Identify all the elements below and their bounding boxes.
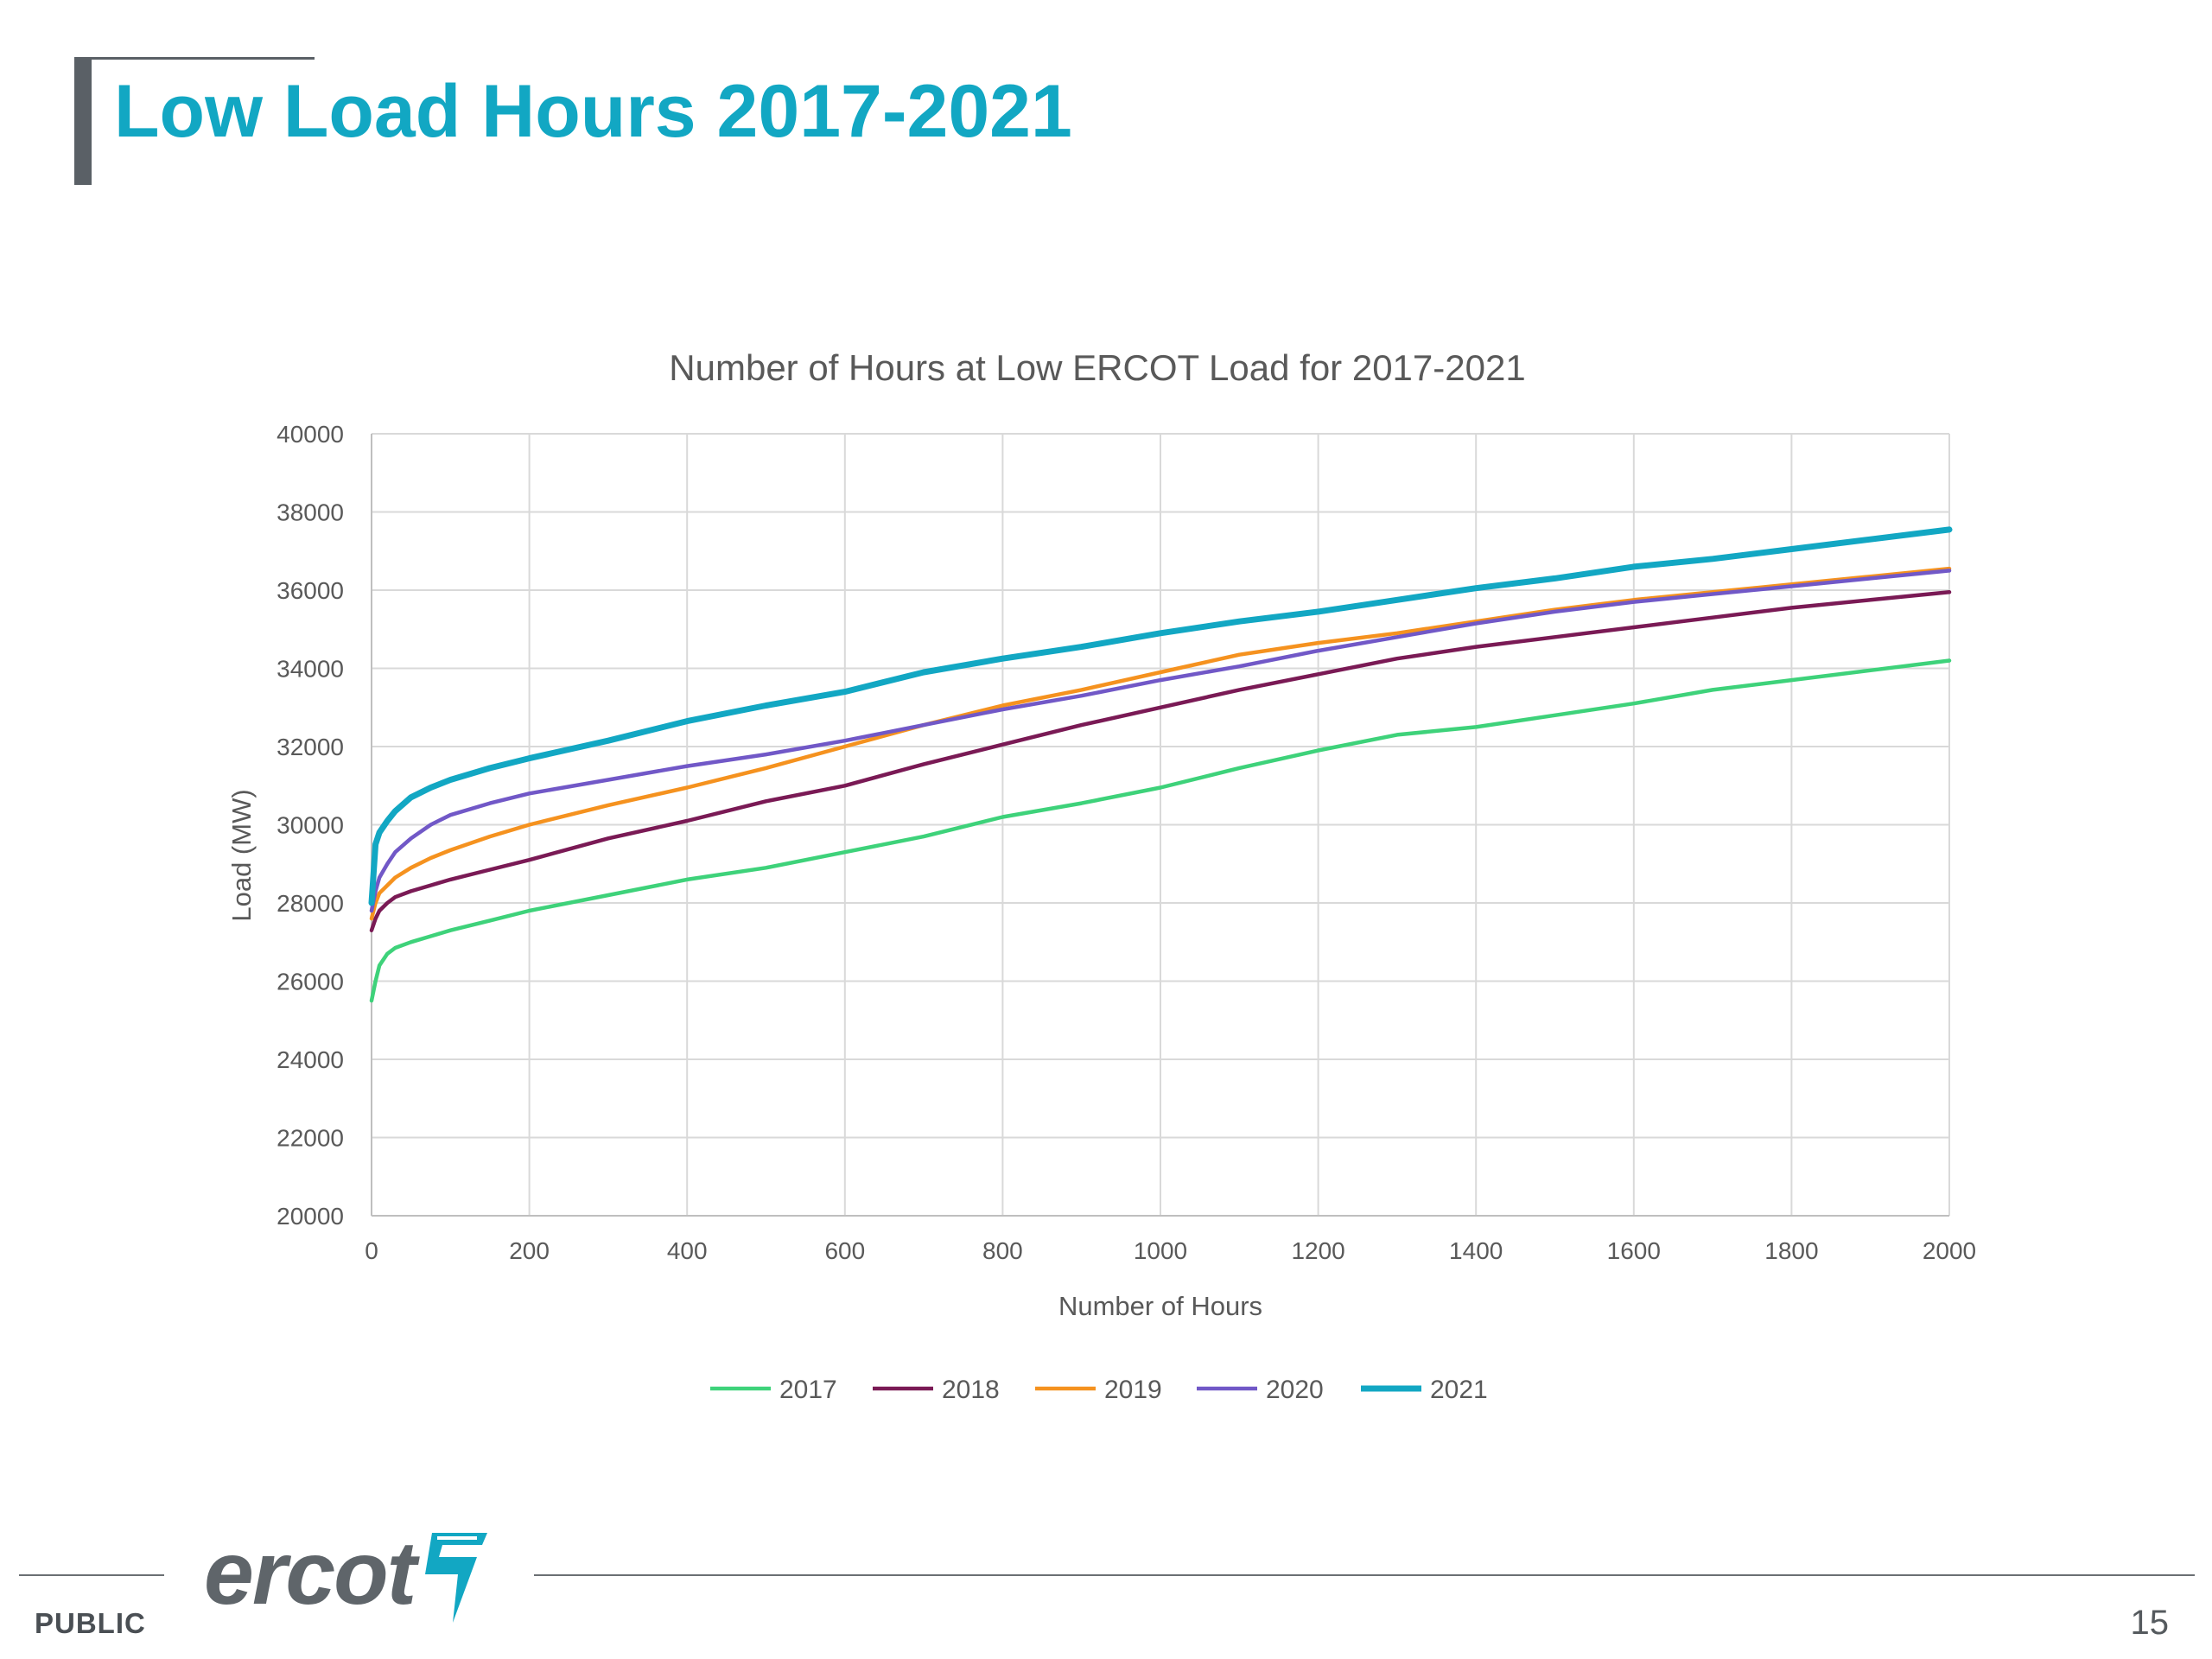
chart-series xyxy=(368,526,1953,1003)
x-tick-label: 1400 xyxy=(1449,1237,1503,1264)
legend-label-2019: 2019 xyxy=(1104,1376,1162,1404)
series-line-2020 xyxy=(369,569,1952,913)
chart-axes: 2000022000240002600028000300003200034000… xyxy=(276,421,1976,1264)
x-tick-label: 600 xyxy=(824,1237,865,1264)
y-tick-label: 30000 xyxy=(276,812,344,839)
y-tick-label: 32000 xyxy=(276,734,344,760)
slide-title: Low Load Hours 2017-2021 xyxy=(114,70,1072,153)
series-line-2018 xyxy=(369,590,1952,932)
y-tick-label: 40000 xyxy=(276,421,344,448)
legend-label-2020: 2020 xyxy=(1266,1376,1324,1404)
x-tick-label: 2000 xyxy=(1923,1237,1976,1264)
y-tick-label: 22000 xyxy=(276,1125,344,1152)
y-tick-label: 28000 xyxy=(276,890,344,917)
lightning-bolt-icon xyxy=(425,1533,487,1623)
footer-line-right xyxy=(534,1574,2195,1576)
page-number: 15 xyxy=(2130,1604,2170,1642)
x-tick-label: 1000 xyxy=(1134,1237,1187,1264)
x-tick-label: 800 xyxy=(982,1237,1023,1264)
series-line-2019 xyxy=(369,566,1952,921)
series-line-2021 xyxy=(368,526,1953,906)
y-tick-label: 24000 xyxy=(276,1046,344,1073)
title-accent-bar xyxy=(74,57,92,185)
x-tick-label: 0 xyxy=(365,1237,378,1264)
y-tick-label: 26000 xyxy=(276,969,344,995)
y-tick-label: 36000 xyxy=(276,577,344,604)
chart-legend: 2017 2018 2019 2020 2021 xyxy=(710,1376,1488,1404)
ercot-logo: ercot xyxy=(204,1522,498,1626)
footer-line-left xyxy=(19,1574,164,1576)
x-tick-label: 1200 xyxy=(1291,1237,1344,1264)
x-tick-label: 200 xyxy=(509,1237,550,1264)
y-tick-label: 20000 xyxy=(276,1203,344,1230)
series-line-2017 xyxy=(369,658,1952,1003)
chart-grid xyxy=(371,433,1950,1217)
y-axis-label: Load (MW) xyxy=(226,789,257,921)
logo-wordmark: ercot xyxy=(204,1523,416,1624)
legend-label-2018: 2018 xyxy=(942,1376,1000,1404)
x-axis-label: Number of Hours xyxy=(1058,1291,1262,1321)
x-tick-label: 1800 xyxy=(1764,1237,1818,1264)
y-tick-label: 34000 xyxy=(276,656,344,683)
x-tick-label: 1600 xyxy=(1607,1237,1661,1264)
footer-classification: PUBLIC xyxy=(35,1607,146,1639)
chart-title: Number of Hours at Low ERCOT Load for 20… xyxy=(669,347,1525,388)
title-accent-line xyxy=(74,57,315,60)
legend-label-2017: 2017 xyxy=(779,1376,837,1404)
y-tick-label: 38000 xyxy=(276,499,344,526)
legend-label-2021: 2021 xyxy=(1430,1376,1488,1404)
x-tick-label: 400 xyxy=(667,1237,708,1264)
